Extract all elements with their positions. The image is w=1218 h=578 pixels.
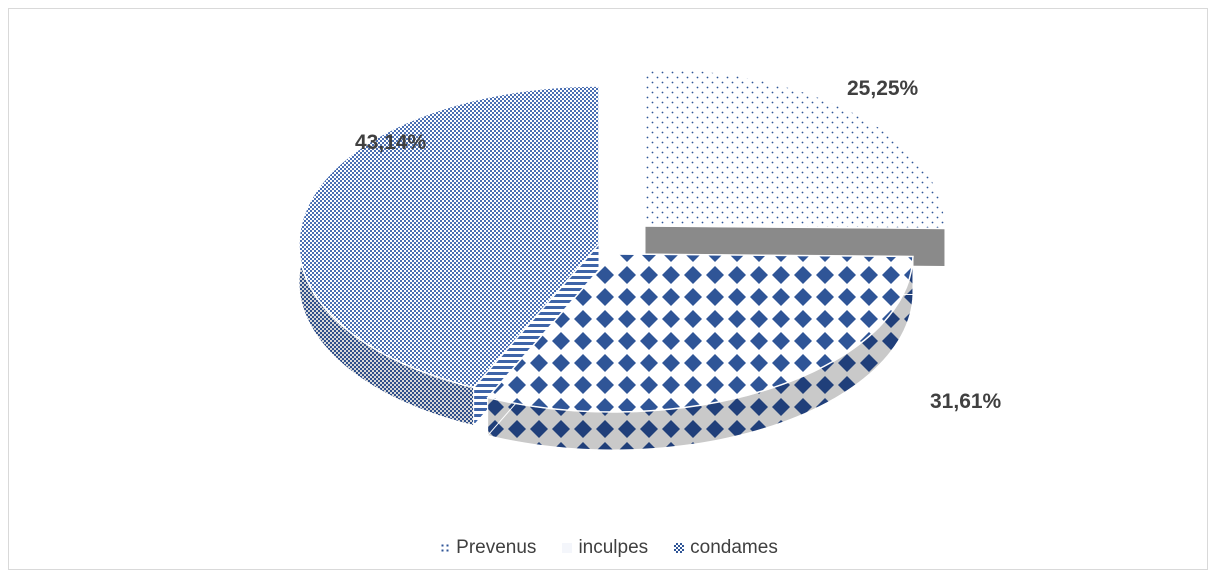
data-label-inculpes: 31,61% [930, 390, 1002, 413]
legend-label-inculpes: inculpes [578, 537, 649, 558]
chart-legend: Prevenus inculpes condames [0, 537, 1218, 559]
legend-item-condames: condames [674, 537, 778, 559]
legend-swatch-condames [674, 543, 685, 553]
legend-item-inculpes: inculpes [562, 537, 648, 559]
slice-condames-top [298, 85, 600, 389]
data-label-condames: 43,14% [355, 131, 427, 154]
legend-label-prevenus: Prevenus [456, 537, 537, 558]
data-label-prevenus: 25,25% [847, 77, 919, 100]
legend-label-condames: condames [690, 537, 778, 558]
legend-item-prevenus: Prevenus [440, 537, 536, 559]
legend-swatch-inculpes [562, 543, 573, 553]
slice-inculpes-top [486, 253, 914, 413]
legend-swatch-prevenus [440, 543, 451, 553]
slice-inculpes [486, 252, 914, 451]
slice-prevenus-top [644, 67, 946, 230]
